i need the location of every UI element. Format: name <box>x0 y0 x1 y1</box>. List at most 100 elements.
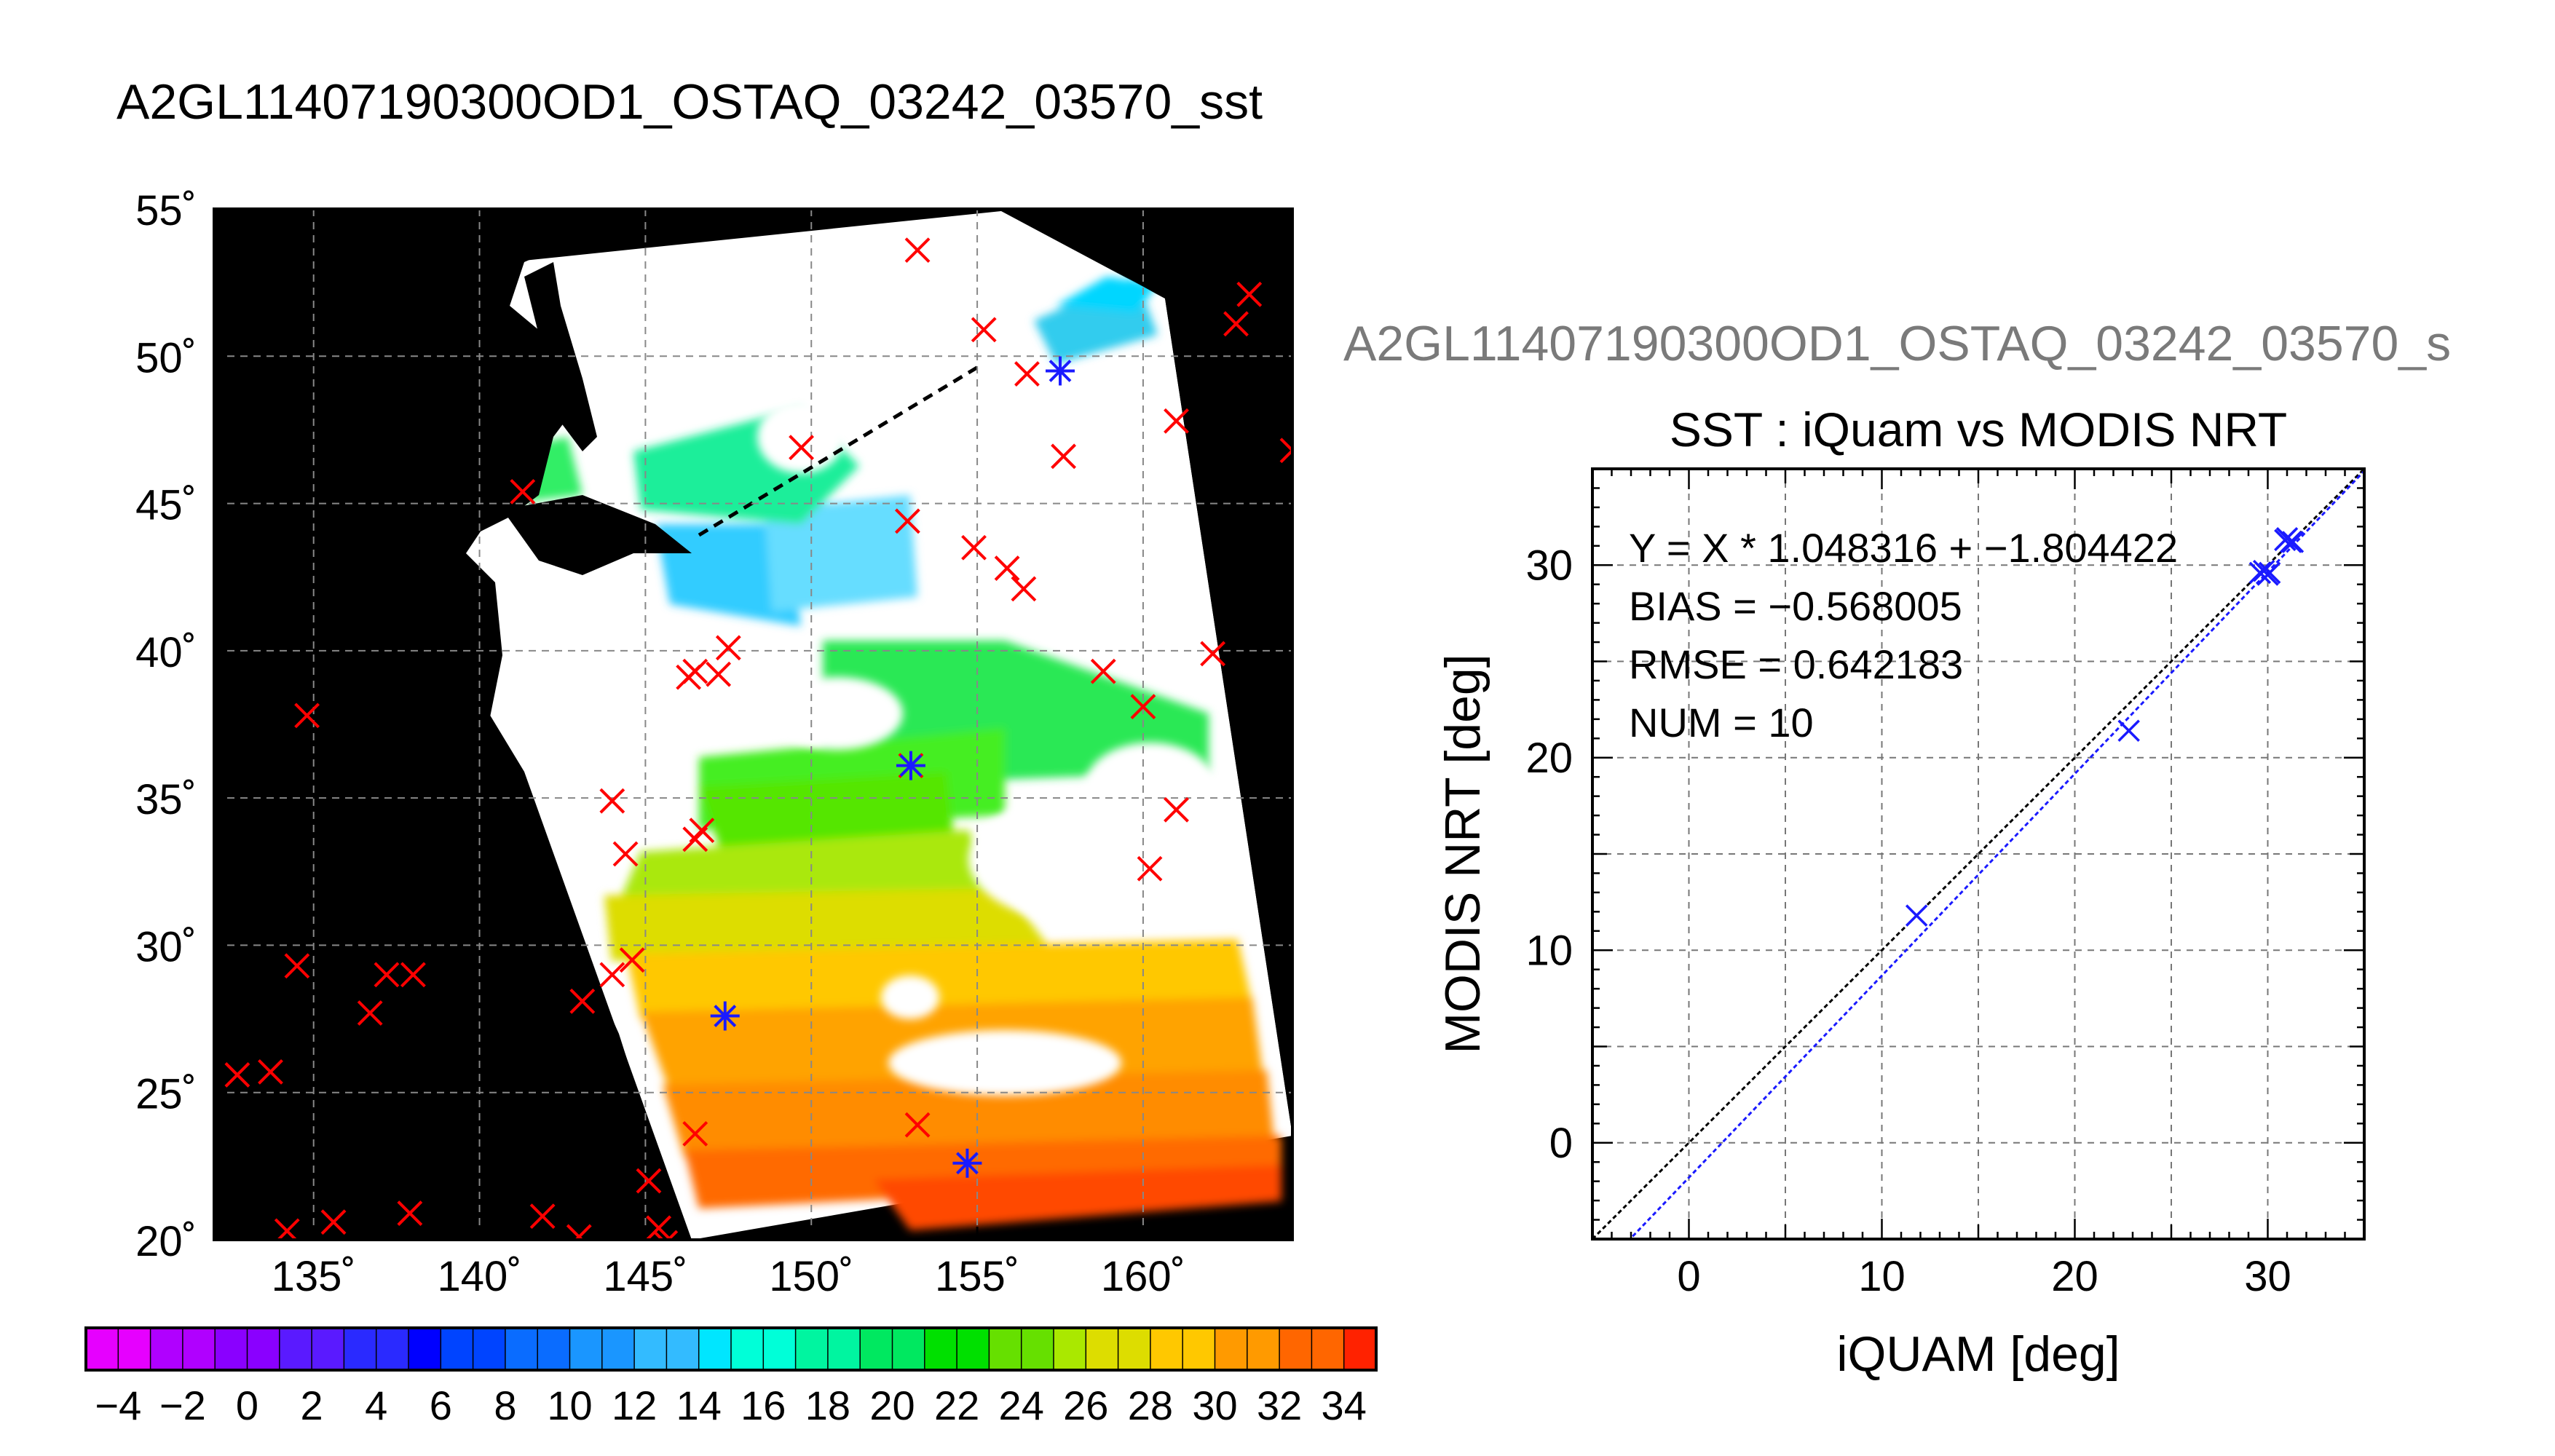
scatter-title: SST : iQuam vs MODIS NRT <box>1670 403 2287 456</box>
red-x-marker <box>1164 796 1189 823</box>
red-x-marker <box>1200 641 1226 667</box>
map-title: A2GL11407190300OD1_OSTAQ_03242_03570_sst <box>117 74 1263 130</box>
red-x-marker <box>1236 281 1263 307</box>
red-x-stroke <box>1137 855 1163 882</box>
red-x-stroke <box>676 664 702 690</box>
red-x-stroke <box>619 947 645 973</box>
scatter-point <box>2275 526 2299 550</box>
colorbar-cell <box>279 1328 312 1370</box>
red-x-stroke <box>574 1224 592 1240</box>
map-lat-tick-label: 35˚ <box>135 776 197 823</box>
red-x-marker <box>789 435 814 461</box>
map-frame <box>213 207 1294 1241</box>
map-lat-tick-label: 55˚ <box>135 187 197 234</box>
red-x-marker <box>676 664 702 690</box>
red-x-marker <box>1130 694 1156 720</box>
red-x-marker <box>294 703 320 729</box>
colorbar-cell <box>1279 1328 1312 1370</box>
red-x-marker <box>971 317 997 343</box>
red-x-stroke <box>294 703 320 729</box>
red-x-stroke <box>357 1000 383 1026</box>
colorbar-tick-label: 8 <box>494 1382 516 1428</box>
red-x-stroke <box>894 508 920 534</box>
scatter-points <box>1905 526 2305 927</box>
scatter-x-tick-label: 30 <box>2244 1253 2291 1300</box>
colorbar-cell <box>473 1328 506 1370</box>
scatter-xlabel: iQUAM [deg] <box>1836 1326 2120 1382</box>
colorbar-tick-label: 32 <box>1257 1382 1302 1428</box>
scatter-point-stroke <box>2275 526 2299 550</box>
red-x-marker <box>224 1062 250 1088</box>
red-x-marker <box>569 988 596 1014</box>
red-x-stroke <box>1279 438 1292 453</box>
colorbar-cell <box>1021 1328 1054 1370</box>
map-lat-tick-label: 40˚ <box>135 629 197 676</box>
red-x-stroke <box>682 1120 708 1147</box>
map-lat-tick-label: 30˚ <box>135 923 197 970</box>
cloud-patches <box>757 400 1216 1096</box>
blue-star-marker <box>710 1001 740 1031</box>
red-x-stroke <box>400 962 426 988</box>
map-swath <box>214 209 1292 1240</box>
stats-num: NUM = 10 <box>1629 700 1814 745</box>
colorbar-tick-label: 22 <box>934 1382 979 1428</box>
colorbar-cell <box>569 1328 603 1370</box>
colorbar-cell <box>763 1328 797 1370</box>
scatter-y-tick-label: 30 <box>1525 542 1573 589</box>
colorbar-tick-label: 16 <box>741 1382 786 1428</box>
colorbar-tick-label: 20 <box>869 1382 915 1428</box>
scatter-gridlines <box>1592 469 2364 1239</box>
scatter-point-stroke <box>2281 531 2305 553</box>
red-x-marker <box>636 1168 662 1194</box>
scatter-point <box>2248 561 2272 585</box>
red-x-marker <box>1014 361 1040 387</box>
scatter-y-tick-label: 0 <box>1549 1120 1573 1167</box>
red-x-marker <box>599 962 625 988</box>
colorbar-cell <box>441 1328 474 1370</box>
red-x-stroke <box>904 1112 931 1138</box>
scatter-x-tick-label: 0 <box>1677 1253 1700 1300</box>
red-x-stroke <box>715 635 741 661</box>
red-x-marker <box>1279 438 1292 464</box>
red-x-marker <box>357 1000 383 1026</box>
red-x-marker <box>320 1209 347 1235</box>
red-x-stroke <box>1090 658 1116 684</box>
colorbar-cell <box>150 1328 183 1370</box>
red-x-marker <box>1223 311 1249 337</box>
colorbar-tick-label: 26 <box>1063 1382 1108 1428</box>
red-x-stroke <box>994 555 1020 581</box>
red-x-stroke <box>666 1230 679 1240</box>
scatter-point <box>2281 531 2305 553</box>
colorbar-cell <box>860 1328 893 1370</box>
colorbar-tick-label: 12 <box>612 1382 657 1428</box>
colorbar-cell <box>924 1328 957 1370</box>
red-x-marker <box>894 508 920 534</box>
red-x-marker <box>566 1224 592 1240</box>
red-x-stroke <box>612 841 639 867</box>
colorbar-cell <box>247 1328 280 1370</box>
red-x-stroke <box>599 962 625 988</box>
map-lon-tick-label: 155˚ <box>935 1253 1019 1300</box>
red-x-stroke <box>646 1215 672 1240</box>
scatter-minor-ticks <box>1592 467 2366 1239</box>
colorbar-cell <box>634 1328 667 1370</box>
red-x-stroke <box>1011 576 1037 602</box>
map-lon-tick-label: 150˚ <box>769 1253 853 1300</box>
colorbar-cell <box>1182 1328 1216 1370</box>
colorbar-tick-label: 30 <box>1192 1382 1237 1428</box>
red-x-stroke <box>284 953 310 979</box>
red-x-stroke <box>1164 796 1189 823</box>
land-masses <box>214 209 1292 1240</box>
kuril-islands <box>698 362 984 537</box>
red-x-marker <box>961 534 987 561</box>
colorbar-cell <box>408 1328 441 1370</box>
colorbar-tick-label: 24 <box>999 1382 1044 1428</box>
red-x-stroke <box>224 1062 250 1088</box>
scatter-point-stroke <box>2117 719 2140 742</box>
scatter-y-tick-label: 20 <box>1525 735 1573 782</box>
colorbar-cell <box>827 1328 861 1370</box>
red-x-stroke <box>961 534 987 561</box>
red-x-marker <box>1137 855 1163 882</box>
colorbar-cell <box>698 1328 732 1370</box>
